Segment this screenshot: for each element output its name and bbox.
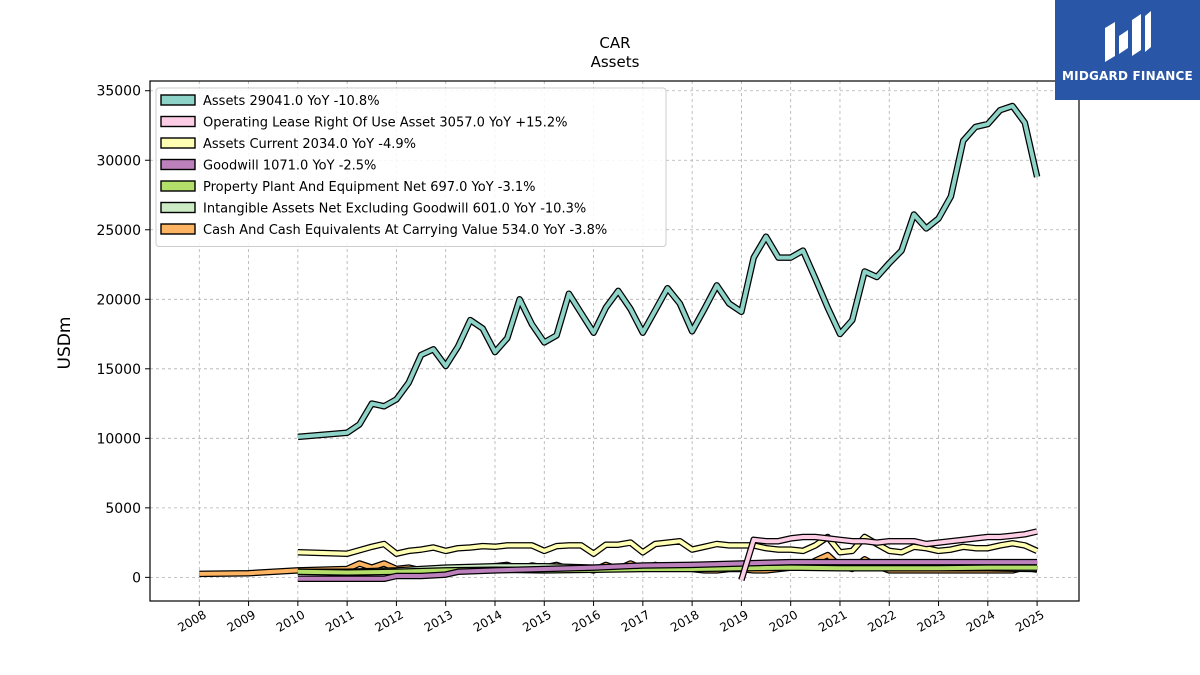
y-tick-label: 10000 [96, 431, 141, 447]
legend-entry: Intangible Assets Net Excluding Goodwill… [203, 202, 586, 217]
series-line [297, 560, 1038, 581]
x-tick-label: 2024 [964, 607, 997, 634]
series-line [297, 565, 1038, 575]
x-tick-label: 2018 [668, 607, 701, 634]
y-tick-label: 15000 [96, 362, 141, 378]
x-tick-label: 2011 [323, 607, 356, 634]
legend-swatch [160, 223, 196, 235]
y-tick-label: 35000 [96, 84, 141, 100]
chart-subtitle: Assets [591, 53, 640, 71]
x-tick-label: 2013 [422, 607, 455, 634]
x-tick-label: 2020 [767, 607, 800, 634]
x-tick-label: 2021 [816, 607, 849, 634]
x-tick-label: 2008 [175, 607, 208, 634]
legend-swatch [160, 115, 196, 128]
legend: Assets 29041.0 YoY -10.8% Operating Lease… [155, 87, 667, 247]
series-line [739, 529, 1038, 581]
legend-entry: Assets Current 2034.0 YoY -4.9% [203, 137, 416, 152]
series-lines [199, 102, 1041, 583]
brand-logo: MIDGARD FINANCE [1055, 0, 1200, 100]
legend-entry: Operating Lease Right Of Use Asset 3057.… [203, 116, 567, 131]
y-tick-label: 25000 [96, 223, 141, 239]
series-line [297, 535, 1038, 556]
legend-swatch [160, 201, 196, 214]
x-tick-label: 2010 [274, 607, 307, 634]
legend-entry: Property Plant And Equipment Net 697.0 Y… [203, 180, 536, 195]
y-tick-label: 20000 [96, 292, 141, 308]
chart-title: CAR [599, 34, 630, 52]
midgard-logo-icon [1105, 11, 1151, 62]
series-line [297, 104, 1040, 439]
brand-name: MIDGARD FINANCE [1062, 69, 1193, 83]
legend-entry: Assets 29041.0 YoY -10.8% [203, 94, 380, 109]
legend-swatch [160, 137, 196, 149]
x-tick-label: 2009 [225, 607, 258, 634]
x-tick-label: 2025 [1013, 607, 1046, 634]
legend-entry: Cash And Cash Equivalents At Carrying Va… [203, 223, 607, 238]
y-tick-label: 0 [132, 570, 141, 586]
plot-frame [149, 80, 1080, 602]
y-tick-label: 5000 [105, 501, 141, 517]
x-tick-label: 2012 [372, 607, 405, 634]
x-tick-label: 2023 [915, 607, 948, 634]
x-tick-label: 2014 [471, 607, 504, 634]
x-tick-label: 2015 [520, 607, 553, 634]
y-tick-label: 30000 [96, 153, 141, 169]
x-tick-label: 2017 [619, 607, 652, 634]
x-tick-label: 2022 [865, 607, 898, 634]
x-tick-label: 2019 [717, 607, 750, 634]
y-axis-label: USDm [55, 317, 75, 370]
x-tick-label: 2016 [570, 607, 603, 634]
legend-swatch [160, 180, 196, 192]
legend-swatch [160, 158, 196, 171]
legend-swatch [160, 94, 196, 106]
legend-box [155, 87, 667, 247]
legend-entry: Goodwill 1071.0 YoY -2.5% [203, 159, 376, 174]
